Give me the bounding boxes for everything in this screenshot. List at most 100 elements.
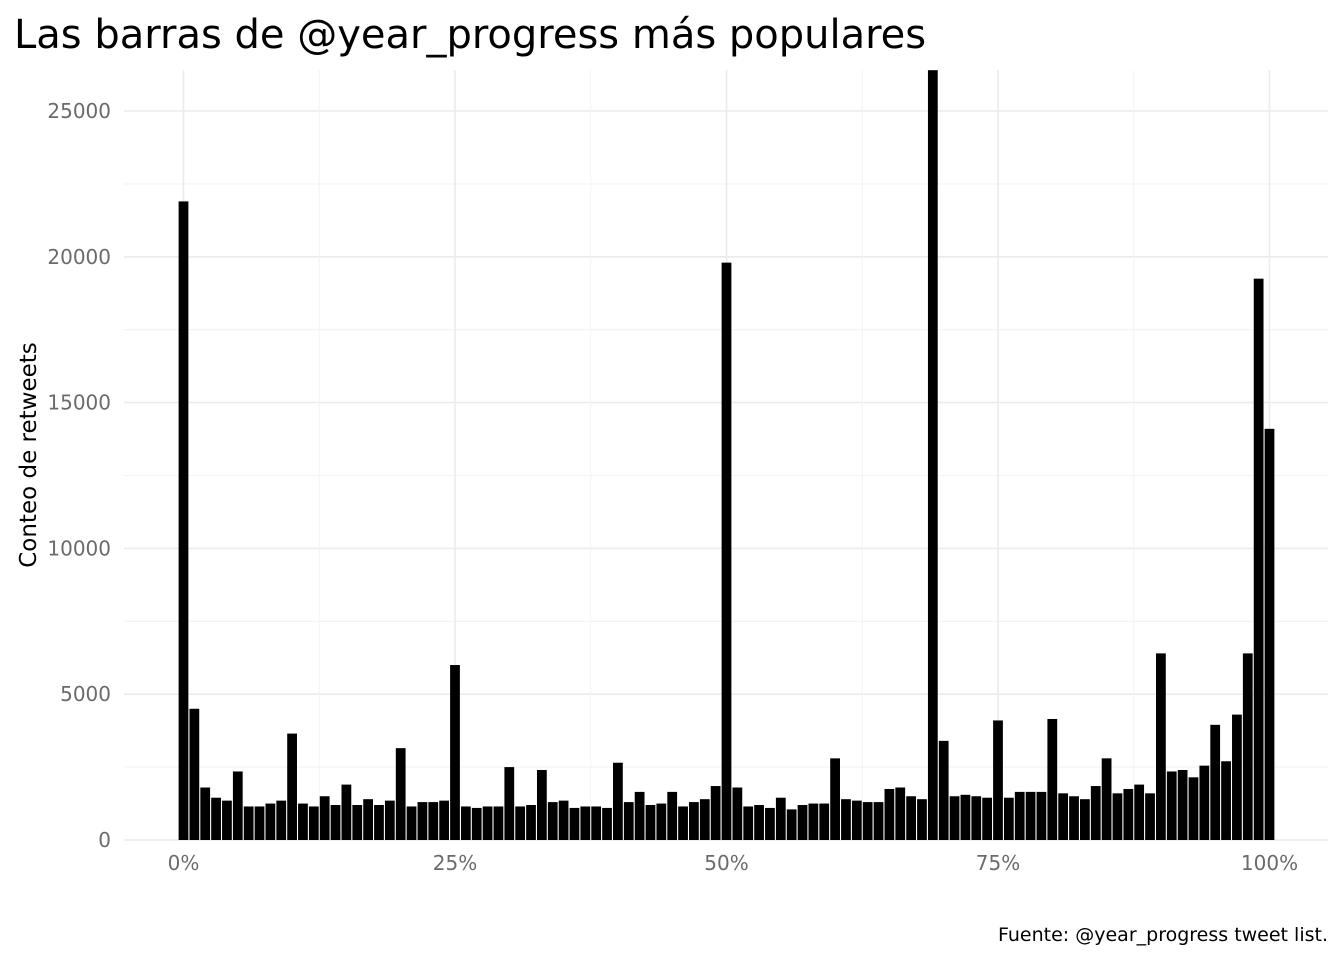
bar-100 <box>1264 428 1275 840</box>
bar-5 <box>232 771 243 840</box>
bar-29 <box>493 806 504 840</box>
bar-85 <box>1101 758 1112 840</box>
y-tick-label: 5000 <box>60 682 111 706</box>
bar-25 <box>450 665 460 840</box>
bar-33 <box>536 770 547 840</box>
bar-84 <box>1090 786 1101 840</box>
chart-title: Las barras de @year_progress más popular… <box>14 12 926 58</box>
bar-21 <box>406 806 417 840</box>
bar-44 <box>656 803 667 840</box>
bar-77 <box>1014 791 1025 840</box>
bar-61 <box>841 799 851 840</box>
x-tick-label: 50% <box>704 851 748 875</box>
bar-36 <box>569 807 580 840</box>
bar-62 <box>851 800 862 840</box>
y-tick-label: 25000 <box>47 99 111 123</box>
bar-92 <box>1177 770 1188 840</box>
bar-95 <box>1210 724 1221 840</box>
bar-16 <box>352 805 363 840</box>
y-axis-title: Conteo de retweets <box>16 342 42 568</box>
bar-49 <box>710 786 721 840</box>
x-tick-label: 75% <box>976 851 1020 875</box>
bar-86 <box>1112 793 1123 840</box>
bar-0 <box>178 201 189 840</box>
bar-9 <box>276 800 287 840</box>
y-axis-ticks: 0 5000 10000 15000 20000 25000 <box>47 99 111 852</box>
bar-72 <box>960 794 971 840</box>
bar-59 <box>819 803 830 840</box>
bar-22 <box>417 802 428 840</box>
bar-50 <box>721 262 732 840</box>
bar-63 <box>862 802 873 840</box>
bar-70 <box>938 740 949 840</box>
bar-65 <box>884 788 895 840</box>
bar-88 <box>1134 784 1145 840</box>
bar-68 <box>917 799 927 840</box>
bar-83 <box>1079 799 1090 840</box>
bar-45 <box>667 791 678 840</box>
bar-23 <box>428 802 439 840</box>
y-tick-label: 0 <box>98 828 111 852</box>
bar-79 <box>1036 791 1047 840</box>
y-tick-label: 10000 <box>47 536 111 560</box>
bar-96 <box>1221 761 1231 840</box>
bar-20 <box>395 748 406 840</box>
bar-3 <box>211 797 221 840</box>
y-tick-label: 15000 <box>47 391 111 415</box>
bar-14 <box>330 805 341 840</box>
bar-52 <box>743 806 754 840</box>
bar-56 <box>786 809 797 840</box>
bar-55 <box>775 797 786 840</box>
y-tick-label: 20000 <box>47 245 111 269</box>
bars <box>178 70 1275 841</box>
bar-30 <box>504 767 515 840</box>
bar-69 <box>927 70 938 841</box>
bar-1 <box>189 708 200 840</box>
bar-41 <box>623 802 634 840</box>
x-tick-label: 25% <box>433 851 477 875</box>
bar-37 <box>580 806 591 840</box>
bar-38 <box>591 806 602 840</box>
bar-58 <box>808 803 819 840</box>
bar-8 <box>265 803 276 840</box>
bar-75 <box>993 720 1003 840</box>
bar-57 <box>797 805 808 840</box>
bar-71 <box>949 796 960 840</box>
bar-60 <box>830 758 840 840</box>
bar-19 <box>384 800 395 840</box>
bar-87 <box>1123 788 1134 840</box>
x-tick-label: 100% <box>1241 851 1298 875</box>
bar-66 <box>895 787 906 840</box>
x-axis-ticks: 0% 25% 50% 75% 100% <box>168 851 1298 875</box>
bar-78 <box>1025 791 1036 840</box>
bar-42 <box>634 791 645 840</box>
bar-91 <box>1166 771 1177 840</box>
bar-82 <box>1069 796 1079 840</box>
bar-35 <box>558 800 569 840</box>
bar-2 <box>200 787 211 840</box>
bar-24 <box>439 800 450 840</box>
caption: Fuente: @year_progress tweet list. <box>998 924 1328 946</box>
bar-27 <box>471 807 482 840</box>
bar-51 <box>732 787 743 840</box>
bar-64 <box>873 802 884 840</box>
bar-6 <box>243 806 254 840</box>
bar-54 <box>765 807 775 840</box>
bar-31 <box>515 806 526 840</box>
bar-47 <box>689 802 699 840</box>
bar-28 <box>482 806 493 840</box>
bar-48 <box>699 799 710 840</box>
bar-11 <box>298 803 308 840</box>
bar-90 <box>1156 653 1166 840</box>
bar-81 <box>1058 793 1069 840</box>
bar-97 <box>1232 714 1242 840</box>
bar-76 <box>1003 797 1014 840</box>
bar-43 <box>645 805 656 840</box>
bar-4 <box>222 800 232 840</box>
bar-18 <box>374 805 384 840</box>
bar-94 <box>1199 765 1210 840</box>
bar-17 <box>363 799 373 840</box>
bar-98 <box>1242 653 1253 840</box>
bar-73 <box>971 796 982 840</box>
